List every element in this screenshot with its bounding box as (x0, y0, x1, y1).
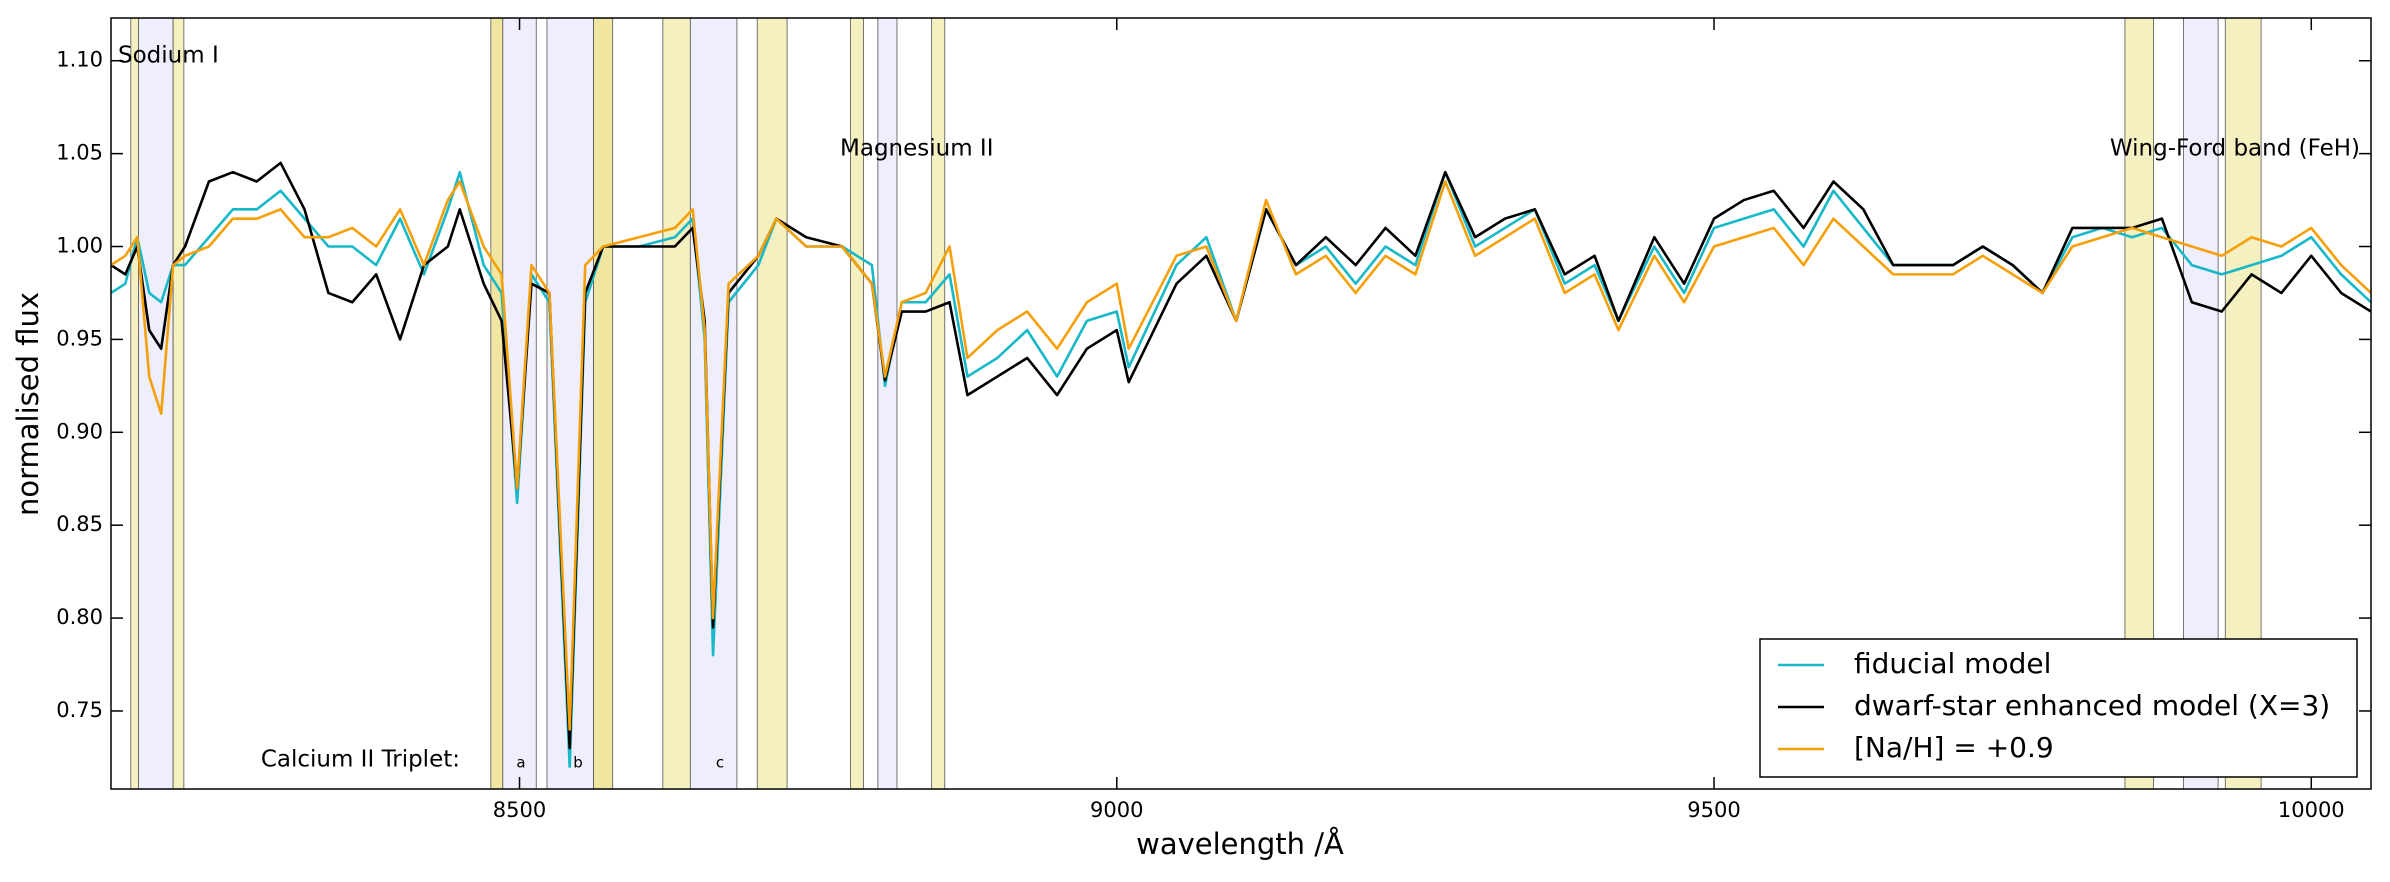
annotation: b (573, 754, 583, 772)
y-tick-label: 0.90 (56, 419, 103, 443)
band (931, 18, 946, 789)
band (172, 18, 185, 789)
plot-frame (110, 17, 2372, 790)
x-axis-label: wavelength /Å (1136, 827, 1344, 861)
y-axis-label: normalised flux (11, 292, 45, 516)
annotation: c (716, 754, 724, 772)
y-tick-label: 1.10 (56, 48, 103, 72)
y-tick-label: 0.80 (56, 605, 103, 629)
series-line (111, 161, 2371, 750)
legend-label: dwarf-star enhanced model (X=3) (1854, 689, 2330, 722)
x-tick-label: 8500 (493, 798, 546, 822)
band (877, 18, 898, 789)
annotation: Magnesium II (840, 136, 994, 162)
band (130, 18, 139, 789)
band (689, 18, 738, 789)
annotation: Wing-Ford band (FeH) (2110, 136, 2360, 162)
band (490, 18, 504, 789)
y-tick-label: 0.95 (56, 326, 103, 350)
legend-label: [Na/H] = +0.9 (1854, 731, 2054, 764)
x-tick-label: 10000 (2278, 798, 2345, 822)
y-tick-label: 1.00 (56, 234, 103, 258)
y-tick-label: 1.05 (56, 141, 103, 165)
legend-label: fiducial model (1854, 647, 2051, 680)
band (593, 18, 614, 789)
band (138, 18, 174, 789)
band (502, 18, 537, 789)
band (756, 18, 788, 789)
series-line (111, 180, 2371, 731)
y-tick-label: 0.85 (56, 512, 103, 536)
legend-box (1759, 638, 2358, 778)
band (662, 18, 691, 789)
annotation: Sodium I (118, 43, 219, 69)
y-tick-label: 0.75 (56, 698, 103, 722)
x-tick-label: 9000 (1090, 798, 1143, 822)
annotation: a (516, 754, 525, 772)
band (849, 18, 864, 789)
annotation: Calcium II Triplet: (261, 747, 460, 773)
x-tick-label: 9500 (1687, 798, 1740, 822)
